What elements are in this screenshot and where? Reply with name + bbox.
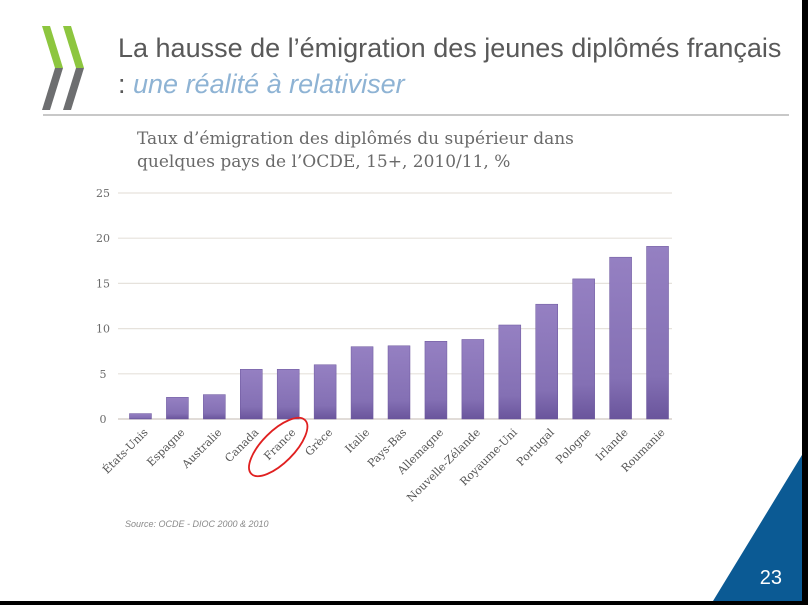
bar [535,303,558,420]
highlight-layer [248,416,309,478]
slide-title-main: La hausse de l’émigration des jeunes dip… [118,33,782,99]
page-number: 23 [759,567,782,589]
y-tick-label: 5 [100,368,107,381]
bar [276,369,300,420]
logo-chevron-left-gray [42,68,63,110]
title-divider [43,114,789,116]
logo-chevron-right-gray [63,68,84,110]
bar [313,364,337,420]
bar [424,341,448,420]
source-note: Source: OCDE - DIOC 2000 & 2010 [125,519,269,529]
y-tick-label: 15 [96,277,110,290]
bar [203,394,226,420]
bar [572,278,595,420]
logo-chevron-left-green [42,26,63,68]
bar [498,324,522,420]
oecd-logo-icon [42,26,84,110]
slide-title-emphasis: une réalité à relativiser [133,69,405,99]
slide-title: La hausse de l’émigration des jeunes dip… [118,30,788,102]
bar [166,397,189,420]
y-tick-label: 20 [96,232,110,245]
bar [461,339,485,420]
logo-chevron-right-green [63,26,84,68]
y-axis-ticks: 0 5 10 15 20 25 [96,187,110,426]
bar [646,246,669,420]
bar [129,413,152,420]
y-tick-label: 10 [96,323,110,336]
bar [240,369,263,420]
bar [609,256,632,420]
chart-title: Taux d’émigration des diplômés du supéri… [137,129,574,172]
bar [350,346,374,420]
bars [129,246,669,420]
highlight-ellipse [248,416,309,478]
bar [387,345,411,420]
y-tick-label: 0 [100,413,107,426]
y-tick-label: 25 [96,187,110,200]
